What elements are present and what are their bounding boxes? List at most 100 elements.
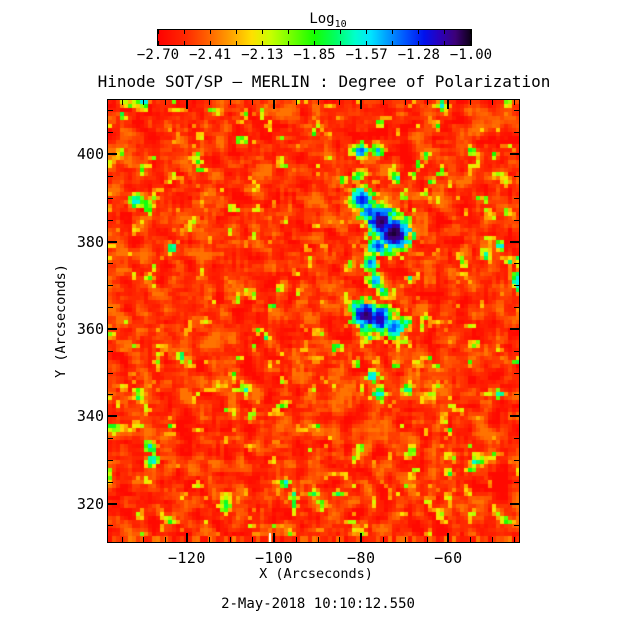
axis-tick [108, 132, 113, 133]
axis-tick [514, 351, 519, 352]
axis-tick [108, 176, 113, 177]
axis-tick [510, 241, 519, 243]
axis-tick [122, 537, 123, 542]
axis-tick [186, 533, 188, 542]
axis-tick [339, 537, 340, 542]
colorbar-tick [314, 41, 315, 45]
y-tick-label: 400 [76, 145, 104, 164]
polarization-heatmap [108, 100, 519, 542]
colorbar-tick [184, 41, 185, 45]
page-title: Hinode SOT/SP — MERLIN : Degree of Polar… [97, 72, 551, 91]
colorbar-tick [418, 41, 419, 45]
axis-tick [427, 537, 428, 542]
axis-tick [427, 100, 428, 105]
axis-tick [514, 176, 519, 177]
x-tick-label: −120 [167, 549, 206, 567]
colorbar-tick [184, 30, 185, 34]
x-tick-label: −100 [254, 549, 294, 567]
y-tick-label: 340 [76, 407, 104, 426]
axis-tick [296, 537, 297, 542]
axis-tick [108, 285, 113, 286]
x-axis-title: X (Arcseconds) [259, 566, 373, 582]
axis-tick [514, 132, 519, 133]
axis-tick [339, 100, 340, 105]
x-tick-label: −80 [346, 549, 376, 567]
axis-tick [318, 100, 319, 105]
colorbar-tick [444, 30, 445, 34]
axis-tick [273, 100, 275, 109]
axis-tick [318, 537, 319, 542]
y-axis-title: Y (Arcseconds) [53, 264, 69, 378]
axis-tick [514, 537, 515, 542]
colorbar-tick [470, 41, 471, 45]
axis-tick [510, 328, 519, 330]
axis-tick [514, 220, 519, 221]
axis-tick [514, 438, 519, 439]
colorbar-tick [158, 30, 159, 34]
axis-tick [209, 537, 210, 542]
axis-tick [514, 307, 519, 308]
axis-tick [108, 153, 117, 155]
colorbar-tick [314, 30, 315, 34]
axis-tick [108, 503, 117, 505]
colorbar [157, 29, 472, 46]
y-tick-label: 360 [76, 319, 104, 338]
axis-tick [108, 307, 113, 308]
axis-tick [514, 198, 519, 199]
axis-tick [514, 373, 519, 374]
colorbar-tick [366, 30, 367, 34]
axis-tick [108, 241, 117, 243]
axis-tick [165, 100, 166, 105]
axis-tick [447, 100, 449, 109]
axis-tick [252, 537, 253, 542]
axis-tick [383, 100, 384, 105]
axis-tick [510, 503, 519, 505]
colorbar-tick [340, 30, 341, 34]
axis-tick [108, 415, 117, 417]
axis-tick [383, 537, 384, 542]
colorbar-tick-label: −1.28 [397, 47, 440, 63]
axis-tick [108, 351, 113, 352]
axis-tick [447, 533, 449, 542]
colorbar-title-subscript: 10 [334, 18, 347, 30]
observation-timestamp: 2-May-2018 10:10:12.550 [221, 596, 415, 612]
axis-tick [514, 482, 519, 483]
colorbar-tick [288, 30, 289, 34]
axis-tick [514, 460, 519, 461]
colorbar-tick [236, 41, 237, 45]
colorbar-tick [392, 41, 393, 45]
axis-tick [470, 537, 471, 542]
axis-tick [470, 100, 471, 105]
y-tick-label: 320 [76, 494, 104, 513]
axis-tick [492, 537, 493, 542]
colorbar-tick [392, 30, 393, 34]
colorbar-tick-label: −2.13 [241, 47, 284, 63]
y-tick-label: 380 [76, 232, 104, 251]
axis-tick [510, 415, 519, 417]
axis-tick [252, 100, 253, 105]
colorbar-tick [418, 30, 419, 34]
axis-tick [514, 110, 519, 111]
axis-tick [230, 537, 231, 542]
colorbar-title-text: Log [309, 11, 335, 27]
colorbar-tick [236, 30, 237, 34]
axis-tick [514, 285, 519, 286]
axis-tick [405, 100, 406, 105]
axis-tick [108, 198, 113, 199]
axis-tick [108, 438, 113, 439]
axis-tick [165, 537, 166, 542]
axis-tick [514, 263, 519, 264]
axis-tick [108, 263, 113, 264]
axis-tick [108, 328, 117, 330]
axis-tick [108, 394, 113, 395]
axis-tick [108, 220, 113, 221]
x-tick-label: −60 [434, 549, 463, 567]
axis-tick [510, 153, 519, 155]
axis-tick [405, 537, 406, 542]
colorbar-tick [444, 41, 445, 45]
axis-tick [143, 537, 144, 542]
colorbar-tick [262, 41, 263, 45]
axis-tick [186, 100, 188, 109]
colorbar-tick-label: −1.00 [449, 47, 493, 63]
